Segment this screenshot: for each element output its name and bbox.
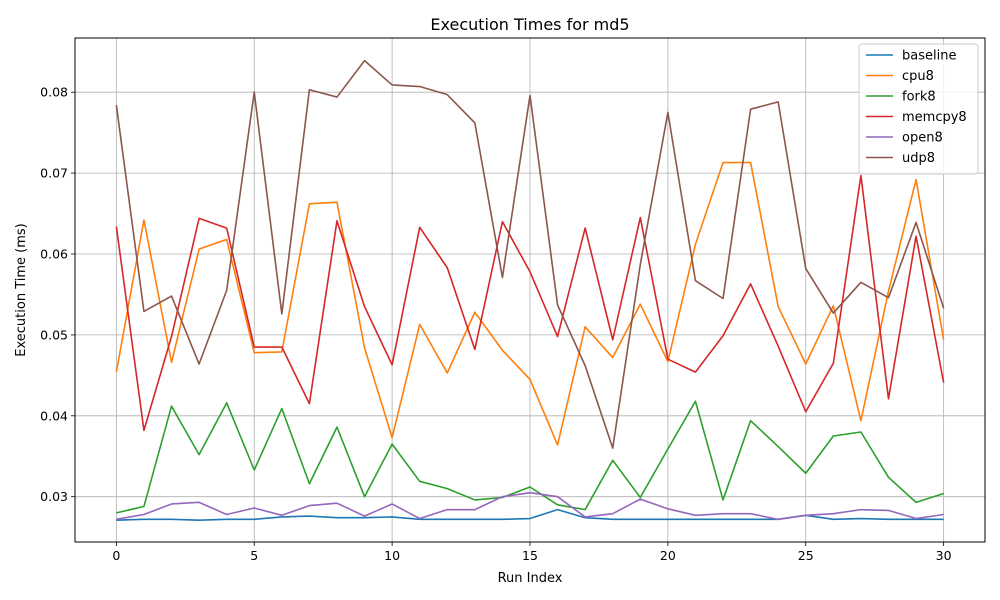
y-axis-title: Execution Time (ms) bbox=[14, 223, 29, 356]
y-tick-label: 0.04 bbox=[40, 408, 68, 423]
x-tick-label: 15 bbox=[522, 548, 538, 563]
y-tick-label: 0.03 bbox=[40, 489, 68, 504]
series-line-open8 bbox=[116, 491, 944, 521]
series-line-cpu8 bbox=[115, 161, 945, 446]
x-tick-label: 20 bbox=[660, 548, 676, 563]
y-tick-label: 0.05 bbox=[40, 327, 68, 342]
x-axis-title: Run Index bbox=[498, 571, 563, 586]
x-tick-label: 5 bbox=[250, 548, 258, 563]
legend-label-fork8: fork8 bbox=[902, 90, 936, 105]
series-line-fork8 bbox=[116, 400, 944, 514]
series-lines bbox=[115, 59, 945, 521]
y-tick-label: 0.08 bbox=[40, 85, 68, 100]
x-tick-label: 25 bbox=[798, 548, 814, 563]
x-tick-label: 30 bbox=[936, 548, 952, 563]
x-tick-label: 0 bbox=[112, 548, 120, 563]
legend-label-baseline: baseline bbox=[902, 49, 956, 64]
x-axis-ticks: 0 5 10 15 20 25 30 bbox=[112, 542, 952, 563]
x-tick-label: 10 bbox=[384, 548, 400, 563]
legend-label-memcpy8: memcpy8 bbox=[902, 110, 967, 125]
legend-label-open8: open8 bbox=[902, 131, 943, 146]
legend: baseline cpu8 fork8 memcpy8 open8 udp8 bbox=[858, 43, 979, 175]
series-line-memcpy8 bbox=[115, 174, 945, 432]
legend-box bbox=[858, 43, 979, 175]
legend-label-cpu8: cpu8 bbox=[902, 69, 934, 84]
series-line-udp8 bbox=[115, 59, 945, 449]
legend-label-udp8: udp8 bbox=[902, 151, 935, 166]
chart-title: Execution Times for md5 bbox=[430, 15, 629, 34]
y-tick-label: 0.07 bbox=[40, 166, 68, 181]
y-axis-ticks: 0.03 0.04 0.05 0.06 0.07 0.08 bbox=[40, 85, 75, 504]
grid bbox=[75, 38, 985, 542]
y-tick-label: 0.06 bbox=[40, 247, 68, 262]
